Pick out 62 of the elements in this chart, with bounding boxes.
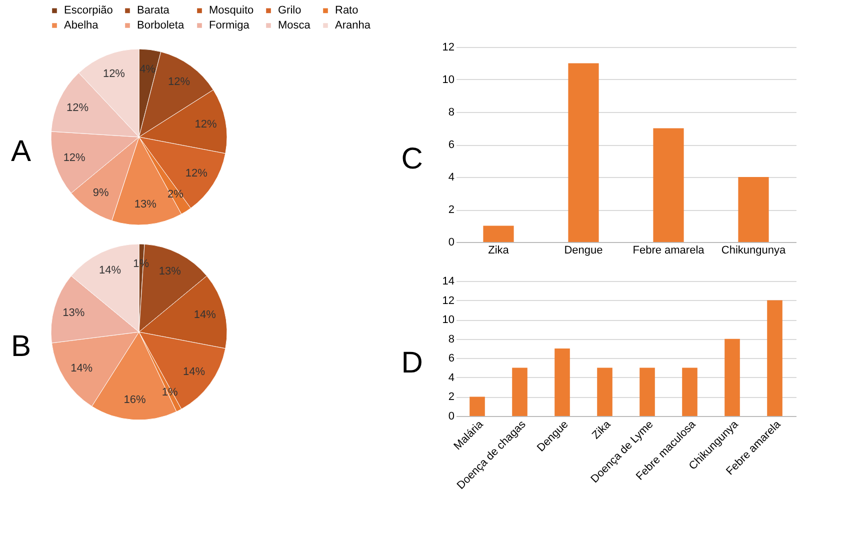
legend-label: Rato	[335, 4, 358, 17]
text: B	[10, 330, 31, 363]
data-label: 9%	[92, 187, 109, 200]
legend-label: Grilo	[278, 4, 302, 17]
bar	[568, 63, 599, 242]
bar	[554, 348, 570, 416]
data-label: 12%	[63, 152, 86, 164]
bar	[470, 396, 485, 416]
bar	[483, 226, 514, 242]
data-label: 16%	[124, 394, 146, 406]
y-tick-label: 10	[442, 314, 454, 326]
data-label: 12%	[102, 68, 126, 80]
bar	[597, 368, 612, 416]
legend-label: Barata	[137, 4, 170, 17]
data-label: 12%	[185, 167, 208, 180]
legend-label: Borboleta	[137, 20, 185, 32]
text: D	[401, 346, 423, 380]
data-label: 14%	[194, 309, 216, 322]
data-label: 14%	[183, 366, 206, 378]
text: C	[401, 142, 423, 176]
bar	[640, 368, 655, 416]
y-tick-label: 4	[448, 172, 454, 184]
legend-label: Mosca	[278, 20, 312, 32]
legend-label: Aranha	[335, 20, 372, 32]
y-tick-label: 12	[442, 294, 454, 307]
legend-label: Formiga	[209, 20, 250, 32]
legend-label: Escorpião	[64, 4, 113, 17]
data-label: 13%	[158, 265, 182, 278]
data-label: 14%	[70, 362, 93, 374]
y-tick-label: 6	[448, 352, 454, 365]
y-tick-label: 10	[442, 74, 454, 86]
data-label: 12%	[194, 118, 218, 130]
x-tick-label: Dengue	[564, 244, 603, 256]
x-tick-label: Zika	[590, 418, 614, 442]
data-label: 12%	[168, 76, 190, 88]
data-label: 4%	[140, 64, 156, 76]
y-tick-label: 8	[448, 106, 454, 118]
bar	[724, 338, 740, 416]
y-tick-label: 12	[442, 42, 454, 54]
data-label: 14%	[99, 264, 122, 276]
legend-label: Abelha	[64, 20, 100, 32]
x-tick-label: Zika	[488, 244, 510, 256]
y-tick-label: 8	[448, 333, 454, 346]
x-tick-label: Chikungunya	[721, 244, 786, 256]
y-tick-label: 0	[448, 410, 454, 422]
y-tick-label: 2	[448, 391, 454, 404]
data-label: 12%	[66, 102, 89, 114]
y-tick-label: 4	[448, 372, 454, 384]
y-tick-label: 0	[448, 236, 454, 248]
y-tick-label: 6	[448, 139, 454, 151]
legend-label: Mosquito	[209, 4, 254, 17]
bar	[738, 177, 769, 242]
x-tick-label: Febre amarela	[632, 244, 706, 256]
bar	[512, 368, 528, 416]
text: A	[10, 135, 31, 168]
data-label: 13%	[134, 198, 157, 211]
y-tick-label: 2	[448, 204, 454, 216]
data-label: 13%	[62, 307, 85, 320]
bar	[767, 300, 782, 416]
y-tick-label: 14	[442, 276, 454, 288]
bar	[682, 368, 698, 416]
bar	[653, 128, 684, 242]
